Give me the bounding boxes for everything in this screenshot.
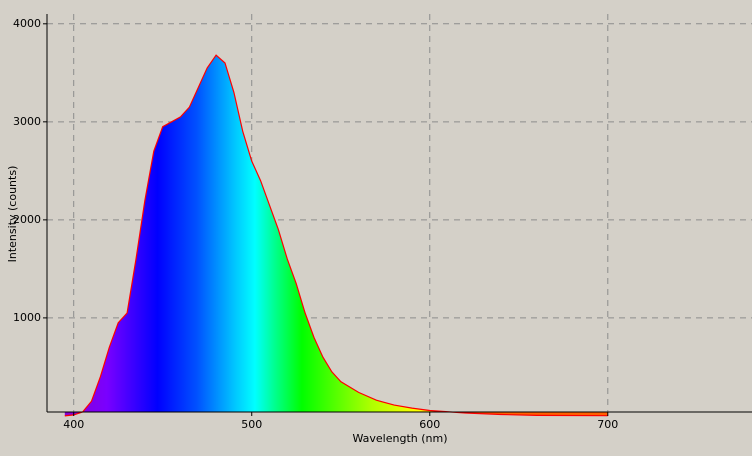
y-tick-label: 1000: [13, 311, 41, 324]
y-tick-label: 4000: [13, 17, 41, 30]
area: [64, 55, 608, 416]
x-tick-label: 500: [241, 418, 262, 431]
y-axis-label: Intensity (counts): [6, 166, 19, 263]
x-tick-label: 600: [419, 418, 440, 431]
y-tick-label: 2000: [13, 213, 41, 226]
plot: [64, 54, 608, 417]
axes: 1000 2000 3000 4000 400 500 600 700: [13, 14, 752, 431]
x-tick-label: 700: [597, 418, 618, 431]
x-axis-label: Wavelength (nm): [352, 432, 447, 445]
y-tick-label: 3000: [13, 115, 41, 128]
line: [64, 54, 608, 417]
x-tick-label: 400: [63, 418, 84, 431]
